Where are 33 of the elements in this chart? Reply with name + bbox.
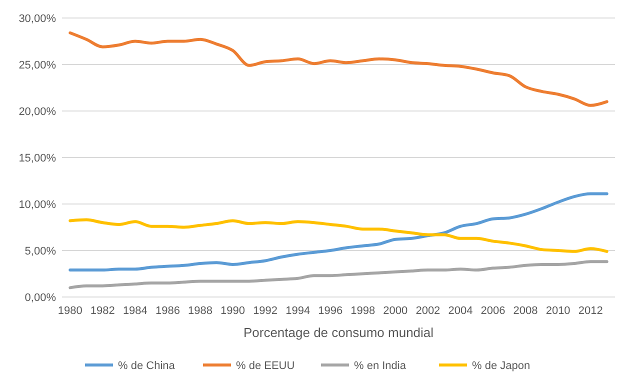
y-tick-label: 5,00%: [24, 245, 56, 258]
line-series: [68, 192, 608, 272]
x-tick-label: 1994: [286, 305, 310, 317]
x-tick-label: 1992: [253, 305, 278, 317]
x-tick-label: 1986: [155, 305, 180, 317]
y-tick-label: 0,00%: [24, 292, 56, 304]
x-tick-label: 2006: [480, 305, 506, 317]
line-series: [68, 218, 608, 253]
line-series: [68, 260, 608, 290]
x-tick-label: 1998: [350, 305, 376, 317]
x-tick-label: 1996: [318, 305, 343, 317]
x-tick-label: 2012: [578, 305, 603, 317]
legend-label: % en India: [354, 360, 407, 372]
line-series: [68, 31, 608, 107]
x-tick-label: 1988: [188, 305, 212, 317]
y-tick-label: 30,00%: [18, 12, 56, 25]
x-tick-label: 1984: [122, 305, 148, 317]
y-tick-label: 25,00%: [18, 59, 56, 72]
x-tick-label: 2004: [448, 305, 473, 317]
x-tick-label: 2002: [416, 305, 440, 317]
y-tick-label: 15,00%: [18, 152, 56, 164]
x-tick-label: 1982: [90, 305, 115, 317]
x-tick-label: 2008: [513, 305, 538, 317]
legend-label: % de China: [118, 360, 176, 372]
legend-label: % de Japon: [472, 360, 530, 372]
x-tick-label: 2000: [383, 305, 408, 317]
x-tick-label: 1990: [220, 305, 246, 317]
x-axis-title: Porcentage de consumo mundial: [243, 325, 434, 340]
legend-label: % de EEUU: [236, 360, 295, 372]
x-tick-label: 2010: [546, 305, 570, 317]
y-tick-label: 10,00%: [18, 198, 56, 211]
x-tick-label: 1980: [58, 305, 82, 317]
y-tick-label: 20,00%: [18, 106, 56, 118]
